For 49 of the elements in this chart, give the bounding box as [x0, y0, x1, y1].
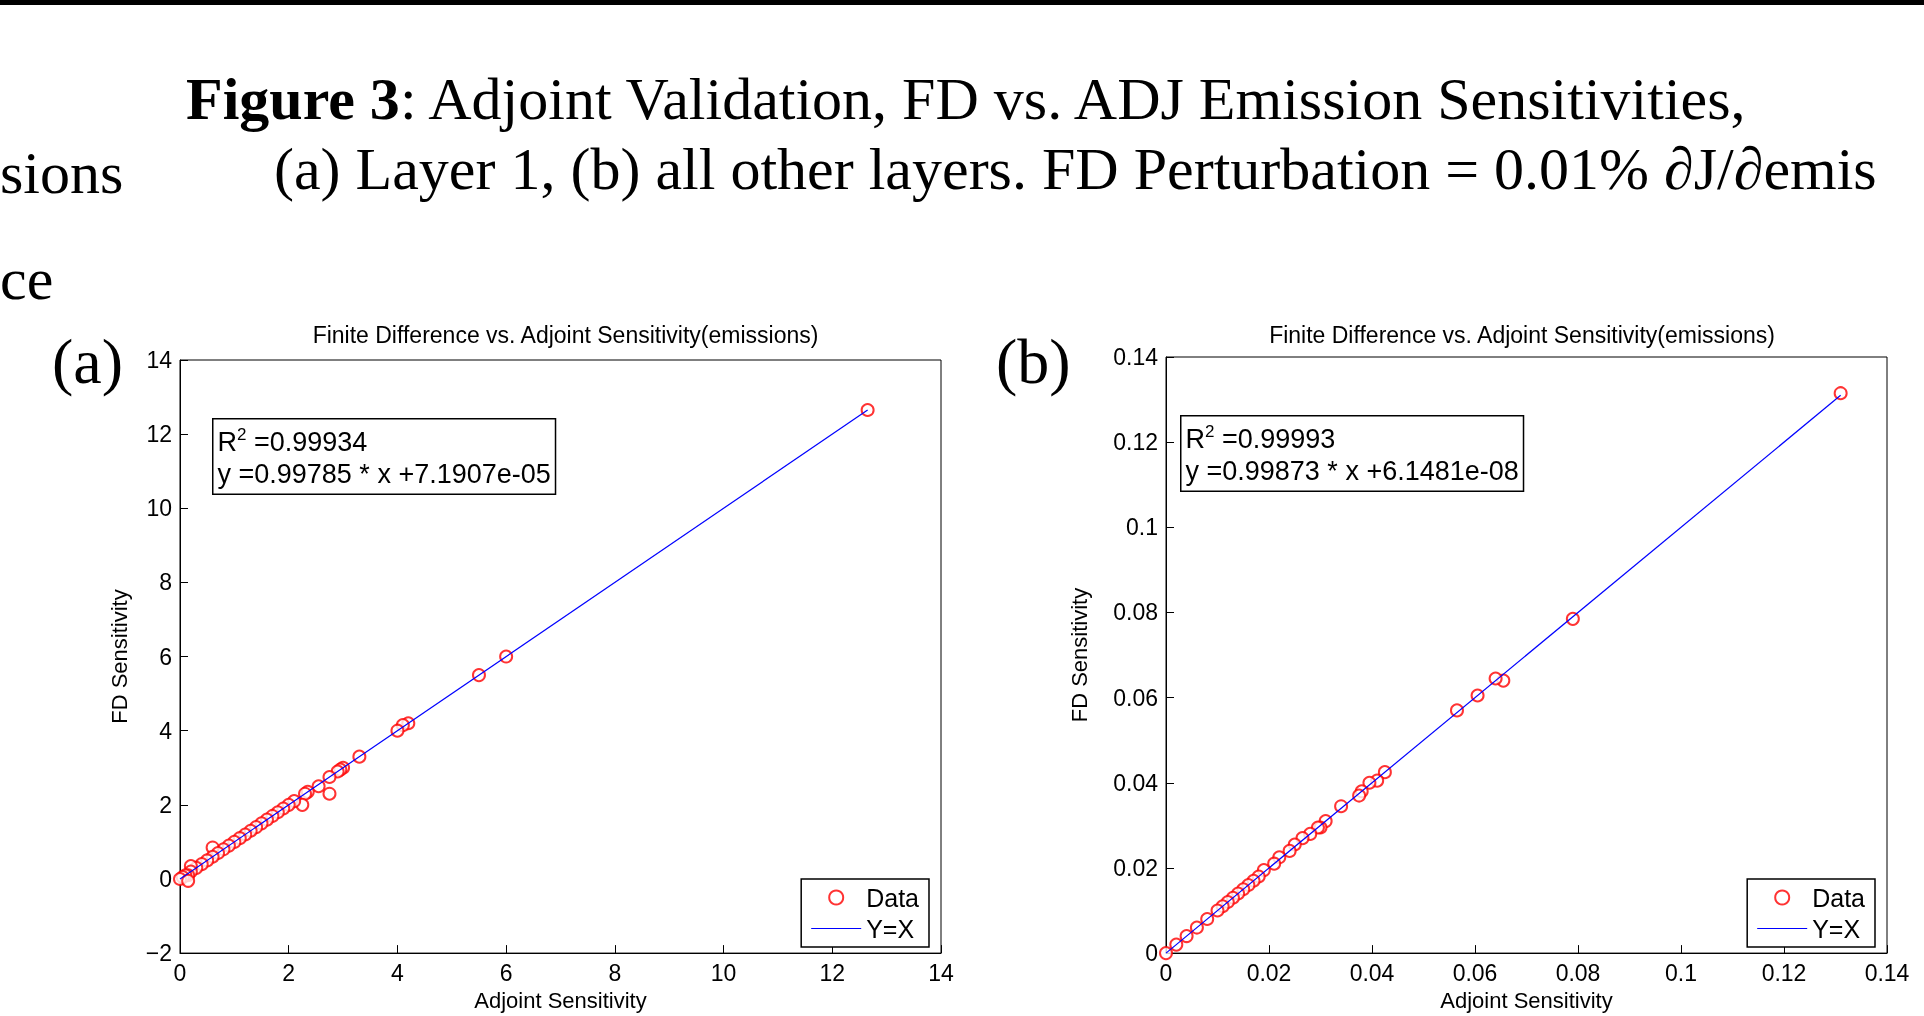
annotation: y =0.99873 * x +6.1481e-08 [1185, 455, 1519, 486]
y-tick-label: 14 [146, 347, 173, 373]
y-axis-title: FD Sensitivity [1066, 587, 1092, 723]
x-tick-label: 14 [928, 959, 954, 986]
y-tick-label: 6 [159, 643, 172, 670]
x-tick-label: 0.14 [1864, 959, 1910, 986]
x-tick-label: 0.02 [1246, 959, 1292, 986]
legend-label: Y=X [866, 914, 915, 943]
x-tick-label: 0.1 [1665, 959, 1697, 986]
text: (a) [52, 326, 124, 397]
y-tick-label: 0 [1145, 940, 1158, 967]
text: ce [0, 246, 54, 312]
x-tick-label: 12 [819, 959, 846, 986]
y-tick-label: 0.02 [1113, 854, 1158, 881]
chart-title: Finite Difference vs. Adjoint Sensitivity(emissions) [1269, 321, 1775, 348]
legend-label: Data [866, 883, 920, 912]
text: sions [0, 140, 124, 206]
text: (b) [996, 326, 1071, 397]
x-tick-label: 6 [499, 959, 513, 986]
x-tick-label: 0.04 [1349, 959, 1395, 986]
text: (a) Layer 1, (b) all other layers. FD Perturbation = 0.01% ∂J/∂emis [274, 136, 1877, 202]
y-tick-label: 0.14 [1113, 344, 1159, 370]
y-axis-title: FD Sensitivity [106, 589, 132, 724]
x-tick-label: 8 [608, 959, 622, 986]
y-tick-label: 0.04 [1113, 769, 1159, 796]
y-tick-label: 0.08 [1113, 599, 1158, 626]
y-tick-label: 0 [159, 865, 172, 892]
x-tick-label: 4 [391, 959, 405, 986]
y-tick-label: 8 [159, 569, 172, 596]
chart-title: Finite Difference vs. Adjoint Sensitivity(emissions) [312, 321, 819, 348]
x-axis-title: Adjoint Sensitivity [474, 987, 647, 1013]
x-tick-label: 10 [710, 959, 737, 986]
x-axis-title: Adjoint Sensitivity [1440, 987, 1613, 1013]
y-tick-label: 12 [146, 421, 172, 448]
y-tick-label: 2 [159, 791, 172, 818]
x-tick-label: 0.12 [1761, 959, 1807, 986]
legend-label: Data [1812, 883, 1866, 912]
y-tick-label: 0.1 [1126, 514, 1158, 541]
y-tick-label: 10 [146, 495, 172, 522]
y-tick-label: 0.06 [1113, 684, 1158, 711]
y-tick-label: −2 [145, 940, 172, 967]
legend-label: Y=X [1812, 914, 1861, 943]
x-tick-label: 0.06 [1452, 959, 1498, 986]
caption: Figure 3: Adjoint Validation, FD vs. ADJ Emission Sensitivities, [186, 66, 1746, 132]
x-tick-label: 0.08 [1555, 959, 1601, 986]
annotation: y =0.99785 * x +7.1907e-05 [217, 458, 551, 489]
y-tick-label: 0.12 [1113, 429, 1158, 456]
x-tick-label: 2 [282, 959, 296, 986]
y-tick-label: 4 [159, 717, 173, 744]
